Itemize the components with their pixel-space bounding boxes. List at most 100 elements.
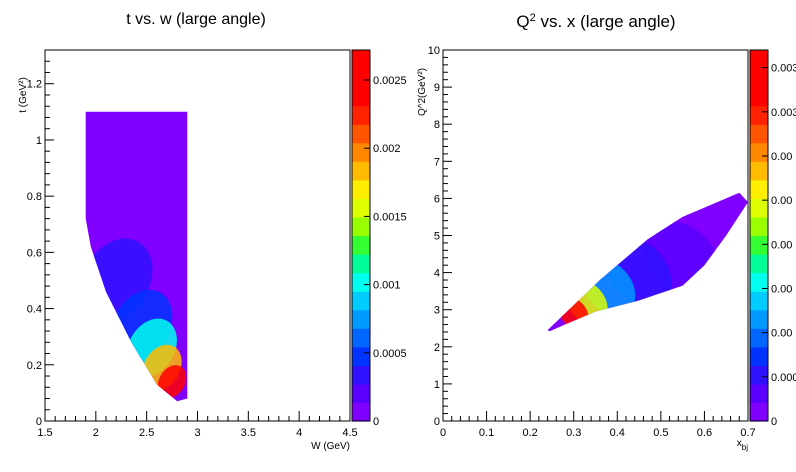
x-tick-label: 3 (194, 427, 200, 439)
y-axis-label: Q^2(GeV²) (417, 68, 428, 116)
colorbar-segment (750, 161, 768, 181)
colorbar-segment (750, 291, 768, 311)
x-tick-label: 3.5 (241, 427, 256, 439)
x-tick-label: 0 (440, 427, 446, 439)
colorbar-segment (750, 272, 768, 292)
y-tick-label: 0.2 (27, 360, 42, 372)
x-tick-label: 0.5 (653, 427, 668, 439)
y-axis: 0 1 2 3 4 5 6 7 8 9 10 (428, 45, 452, 428)
colorbar-segment (352, 328, 370, 348)
colorbar-segment (352, 272, 370, 292)
colorbar-tick-label: 0.00 (771, 284, 792, 296)
colorbar-segment (352, 216, 370, 237)
x-tick-label: 0.1 (479, 427, 494, 439)
colorbar-tick-label: 0.003 (771, 107, 796, 119)
x-tick-label: 0.6 (697, 427, 712, 439)
colorbar-segment (352, 365, 370, 385)
plot-area (85, 111, 188, 402)
colorbar-segment (750, 68, 768, 88)
panel-t-vs-w: t vs. w (large angle) 1.5 2 2.5 3 3.5 4 4.5 00… (18, 11, 407, 452)
x-tick-label: 0.7 (740, 427, 755, 439)
x-tick-label: 4.5 (342, 427, 357, 439)
x-axis: 0 0.1 0.2 0.3 0.4 0.5 0.6 0.7 (440, 411, 756, 439)
y-tick-label: 7 (434, 156, 440, 168)
y-tick-label: 0.6 (27, 247, 42, 259)
x-tick-label: 2.5 (139, 427, 154, 439)
colorbar-segment (352, 142, 370, 162)
colorbar-segment (352, 105, 370, 125)
colorbar-segment (750, 142, 768, 162)
x-tick-label: 0.2 (522, 427, 537, 439)
colorbar-frame (749, 49, 769, 422)
x-axis-label: W (GeV) (311, 441, 350, 452)
colorbar-segment (750, 328, 768, 348)
x-tick-label: 0.3 (566, 427, 581, 439)
y-tick-label: 0.4 (27, 304, 42, 316)
y-tick-label: 4 (434, 268, 440, 280)
colorbar: 0 0.0005 0.001 0.0015 0.002 0.0025 (351, 49, 407, 428)
colorbar-segment (750, 198, 768, 218)
y-tick-label: 1.2 (27, 79, 42, 91)
chart-title: Q2 vs. x (large angle) (516, 12, 675, 31)
x-tick-label: 4 (296, 427, 302, 439)
colorbar-tick-label: 0.003 (771, 63, 796, 75)
colorbar-segment (352, 179, 370, 199)
y-tick-label: 6 (434, 193, 440, 205)
colorbar-segment (750, 254, 768, 274)
colorbar-tick-label: 0.002 (373, 143, 401, 155)
colorbar-segment (750, 105, 768, 125)
colorbar-segment (750, 309, 768, 329)
panel-q2-vs-x: Q2 vs. x (large angle) 0 0.1 0.2 0.3 0.4 0.5 0… (417, 12, 796, 452)
colorbar-segment (352, 68, 370, 88)
x-tick-label: 2 (93, 427, 99, 439)
x-axis: 1.5 2 2.5 3 3.5 4 4.5 (37, 411, 358, 439)
colorbar-segment (750, 179, 768, 199)
colorbar-tick-label: 0.0005 (373, 348, 407, 360)
y-axis-label: t (GeV²) (18, 77, 29, 113)
y-tick-label: 10 (428, 45, 440, 57)
colorbar-segment (750, 402, 768, 422)
colorbar-segment (352, 50, 370, 70)
colorbar-segment (750, 124, 768, 144)
colorbar-tick-label: 0 (771, 416, 777, 428)
x-tick-label: 0.4 (610, 427, 625, 439)
y-tick-label: 5 (434, 231, 440, 243)
colorbar-frame (351, 49, 371, 422)
colorbar-segment (352, 198, 370, 218)
colorbar-segment (352, 291, 370, 311)
colorbar-segment (750, 216, 768, 237)
colorbar-tick-label: 0.000 (771, 372, 796, 384)
colorbar-segment (352, 161, 370, 181)
colorbar-tick-label: 0.0015 (373, 211, 407, 223)
colorbar-segment (352, 346, 370, 366)
colorbar-segment (352, 254, 370, 274)
colorbar-segment (352, 383, 370, 404)
colorbar-tick-label: 0.0025 (373, 75, 407, 87)
colorbar-tick-label: 0.00 (771, 328, 792, 340)
y-tick-label: 9 (434, 82, 440, 94)
colorbar-segment (352, 87, 370, 107)
colorbar-segment (352, 124, 370, 144)
colorbar-segment (352, 235, 370, 255)
y-tick-label: 8 (434, 119, 440, 131)
intensity-hotspot (157, 365, 187, 399)
colorbar-segment (750, 50, 768, 70)
colorbar-tick-label: 0.001 (373, 280, 401, 292)
y-tick-label: 2 (434, 342, 440, 354)
y-tick-label: 0 (434, 416, 440, 428)
y-tick-label: 3 (434, 305, 440, 317)
x-tick-label: 1.5 (37, 427, 52, 439)
colorbar: 0 0.000 0.00 0.00 0.00 0.00 0.00 0.003 0.003 (749, 49, 796, 428)
colorbar-tick-label: 0.00 (771, 239, 792, 251)
y-tick-label: 1 (434, 379, 440, 391)
colorbar-segment (750, 346, 768, 366)
y-tick-label: 0.8 (27, 191, 42, 203)
colorbar-segment (352, 402, 370, 422)
chart-title: t vs. w (large angle) (126, 11, 266, 28)
colorbar-segment (750, 383, 768, 404)
plot-area (547, 192, 748, 332)
x-axis-label: xbj (737, 438, 748, 452)
colorbar-segment (352, 309, 370, 329)
colorbar-tick-label: 0.00 (771, 195, 792, 207)
